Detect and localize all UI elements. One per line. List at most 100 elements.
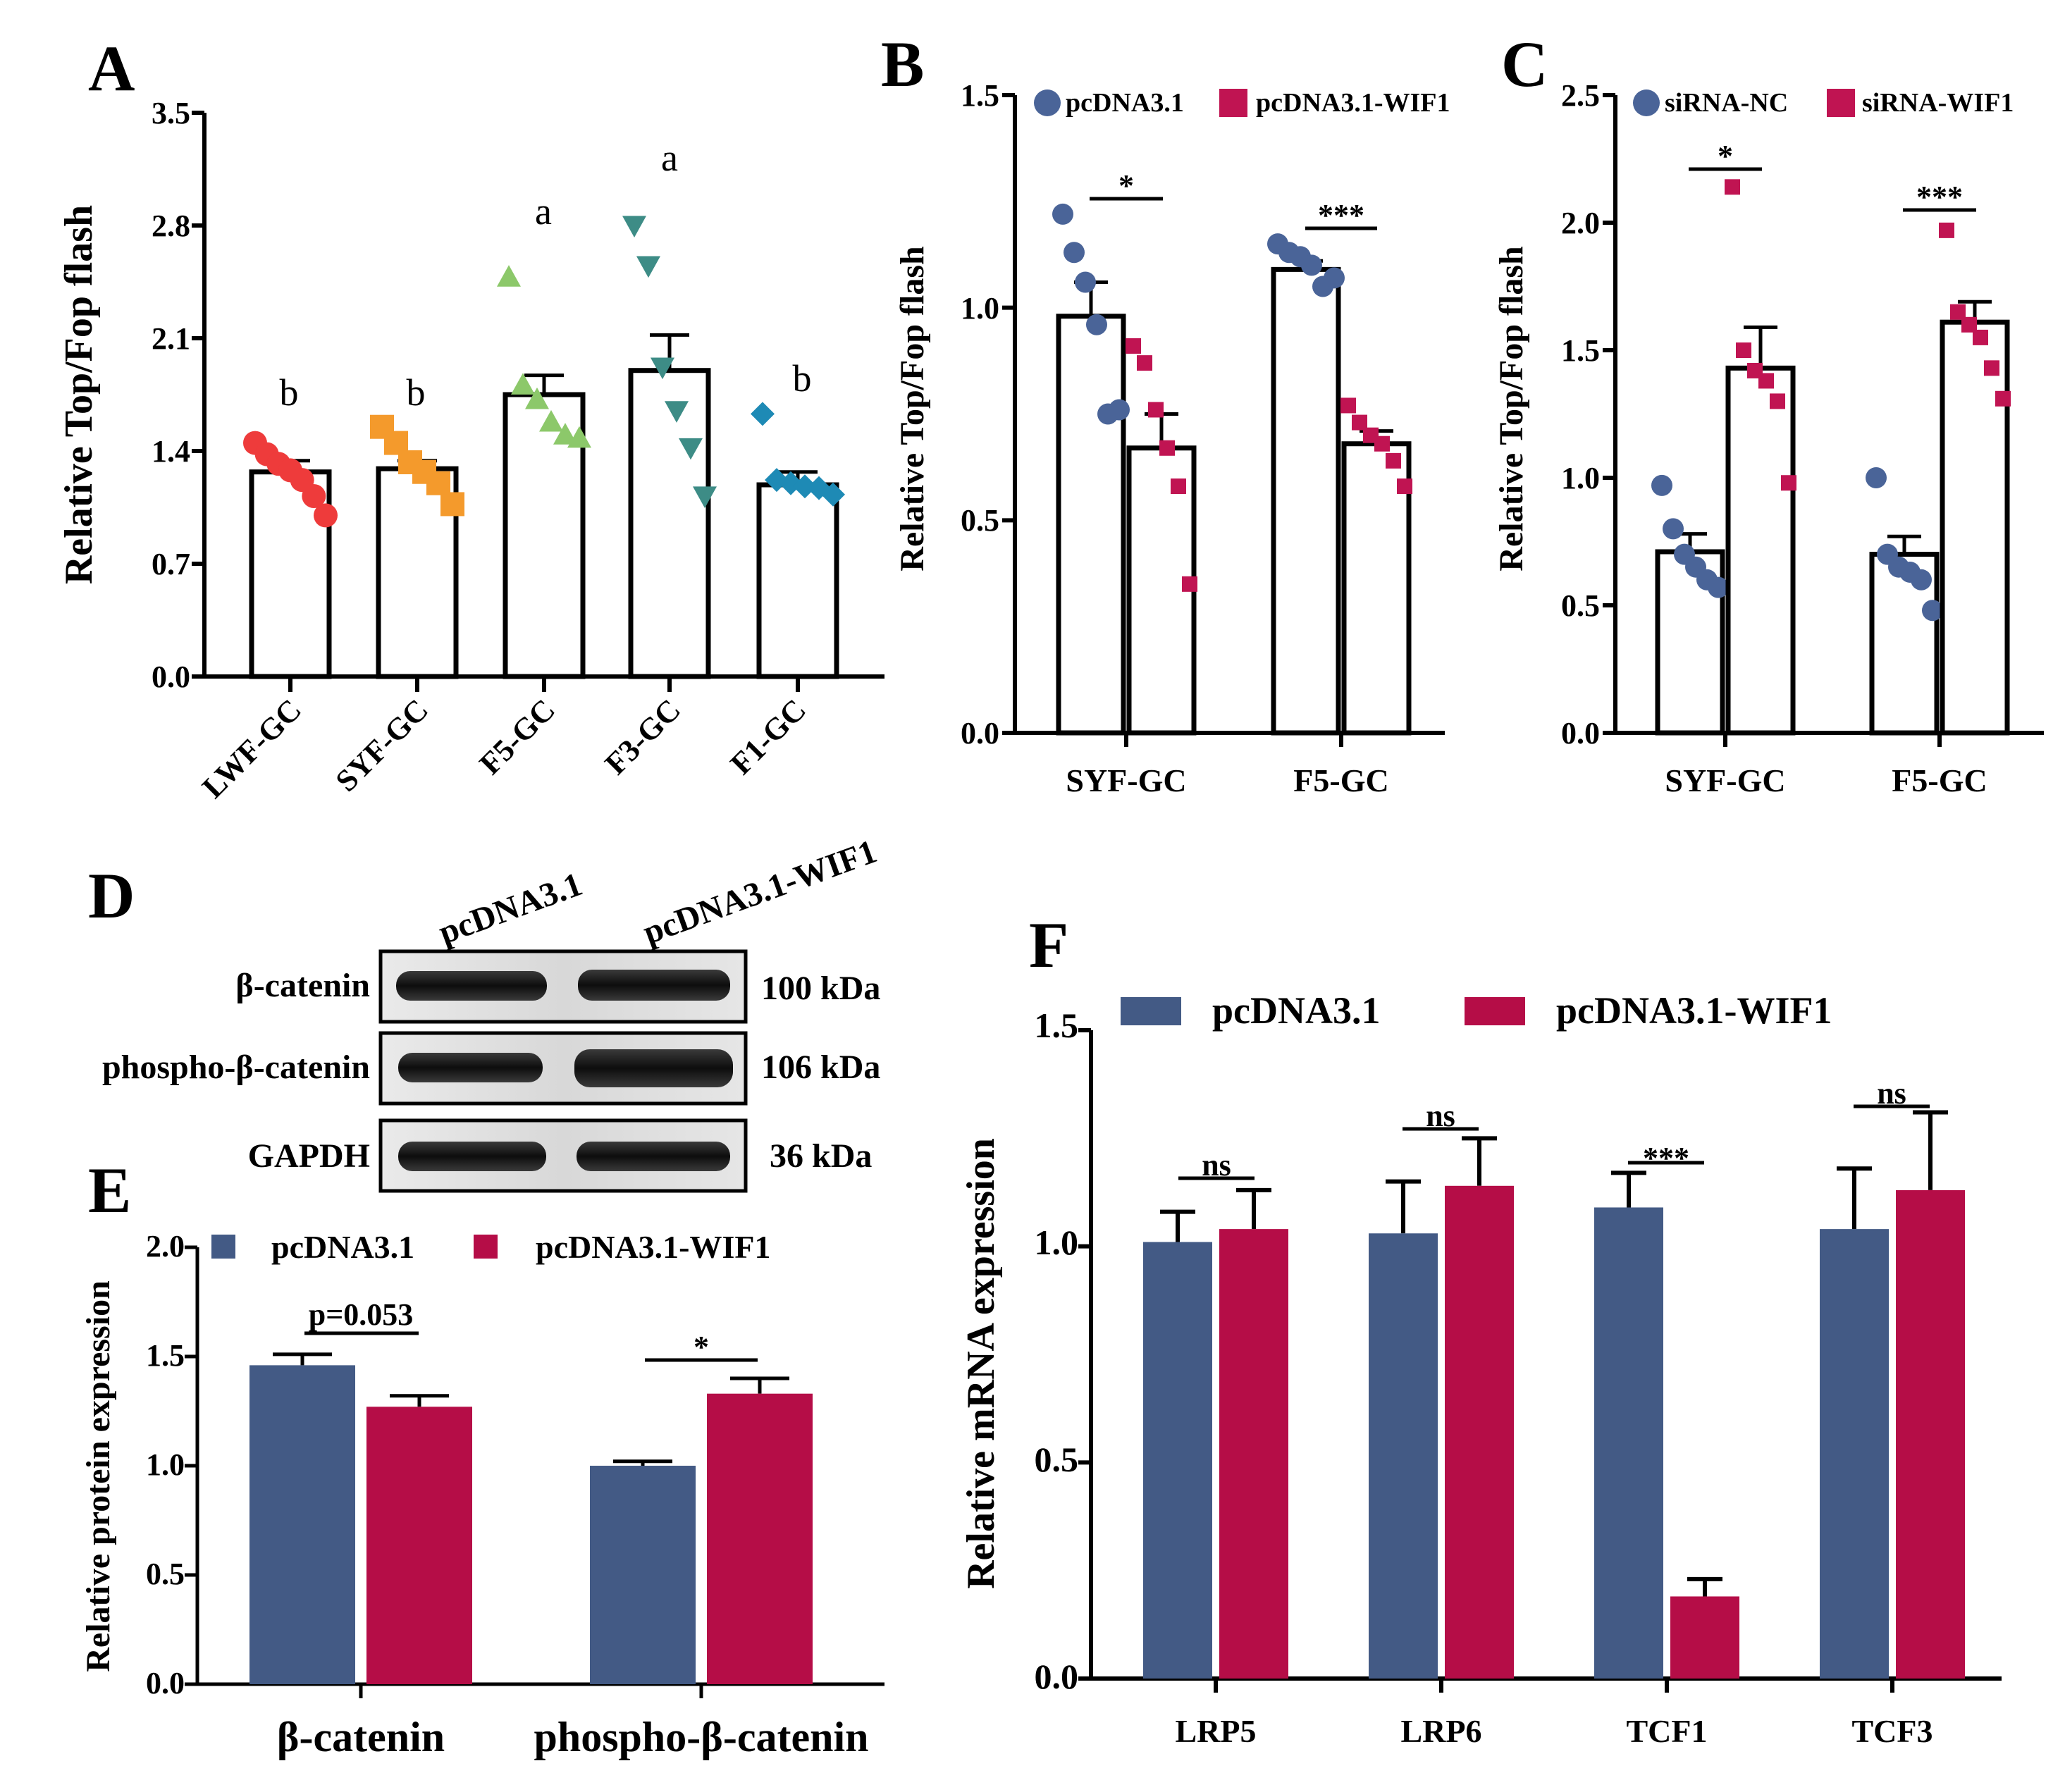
panel-b-ytick-1: 0.5: [961, 503, 999, 538]
panel-f-ytick-2: 1.0: [1035, 1223, 1079, 1262]
panel-f-significance: ns ns *** ns: [1178, 1076, 1930, 1182]
panel-e-ytick-3: 1.5: [146, 1338, 185, 1373]
panel-b-point-0-0-0: [1052, 203, 1073, 225]
panel-c-plot: [1603, 93, 2044, 747]
blot-row-beta-catenin: β-catenin 100 kDa: [235, 949, 880, 1024]
panel-b-point-1-0-1: [1137, 355, 1152, 371]
panel-a-ytick-0: 0.0: [152, 660, 190, 694]
panel-f-legend-label-0: pcDNA3.1: [1212, 989, 1381, 1032]
panel-c-label: C: [1501, 28, 1548, 100]
panel-b-bar-0-0: [1056, 314, 1126, 736]
panel-a-point-4-3: [793, 474, 817, 499]
panel-c-bar-1-1: [1940, 319, 2010, 736]
panel-e-yticks: 0.0 0.5 1.0 1.5 2.0: [146, 1229, 185, 1700]
panel-f-bar-1-2: [1670, 1596, 1739, 1679]
panel-b-sig-0: *: [1118, 168, 1134, 203]
panel-e-sig-1: *: [694, 1330, 709, 1364]
panel-e-legend-label-0: pcDNA3.1: [271, 1229, 414, 1265]
panel-f-legend-marker-0: [1121, 997, 1181, 1025]
panel-c-point-1-1-3: [1973, 329, 1988, 345]
panel-c: C Relative Top/Fop flash 0.0 0.5 1.0 1.5…: [1493, 28, 2044, 798]
panel-c-point-0-0-5: [1708, 576, 1729, 598]
panel-f-bar-0-0: [1143, 1242, 1212, 1679]
panel-f-plot: [1078, 1028, 2002, 1693]
panel-c-legend-label-0: siRNA-NC: [1665, 88, 1788, 118]
panel-e-ytick-2: 1.0: [146, 1447, 185, 1482]
blot-band-1-1: [574, 1049, 733, 1087]
panel-b-significance: * ***: [1090, 168, 1377, 233]
panel-b-point-1-0-5: [1182, 576, 1197, 592]
panel-c-legend-marker-0: [1633, 89, 1660, 116]
panel-f-bar-0-3: [1820, 1229, 1889, 1679]
panel-f-sig-1: ns: [1426, 1099, 1455, 1133]
panel-b-ytick-3: 1.5: [961, 78, 999, 113]
panel-c-point-1-1-5: [1995, 390, 2011, 407]
panel-b-point-0-1-5: [1324, 267, 1345, 289]
blot-band-0-0: [396, 971, 547, 1001]
panel-b-point-0-0-1: [1064, 242, 1085, 264]
blot-row-label-0: β-catenin: [235, 967, 370, 1004]
panel-b-label: B: [881, 28, 924, 100]
panel-f-yticks: 0.0 0.5 1.0 1.5: [1035, 1006, 1079, 1696]
panel-b-legend-marker-1: [1219, 89, 1247, 117]
panel-a-point-3-3: [665, 401, 689, 423]
panel-c-point-1-0-3: [1758, 373, 1774, 389]
panel-c-point-1-0-1: [1736, 342, 1751, 358]
panel-e: E Relative protein expression 0.0 0.5 1.…: [80, 1154, 884, 1760]
panel-e-ylabel: Relative protein expression: [80, 1280, 117, 1672]
panel-a-point-2-0: [497, 265, 521, 287]
panel-e-bar-0-1: [590, 1466, 696, 1684]
panel-c-point-1-1-4: [1984, 360, 1999, 376]
panel-c-bar-1-0: [1725, 365, 1796, 736]
panel-a-xtick-3: F3-GC: [598, 692, 687, 781]
panel-a-ytick-5: 3.5: [152, 96, 190, 130]
panel-d: D pcDNA3.1 pcDNA3.1-WIF1 β-catenin 100 k…: [88, 833, 882, 1193]
panel-a-point-2-5: [567, 426, 591, 448]
panel-b-point-1-0-4: [1171, 478, 1186, 495]
panel-c-point-1-0-5: [1781, 475, 1796, 491]
panel-c-point-1-1-0: [1939, 222, 1954, 238]
panel-a-point-3-1: [636, 256, 660, 278]
panel-a-point-1-5: [440, 492, 464, 517]
panel-e-ytick-1: 0.5: [146, 1557, 185, 1591]
panel-a-ytick-1: 0.7: [152, 547, 190, 581]
panel-b-point-0-0-3: [1086, 314, 1107, 335]
panel-a-ytick-3: 2.1: [152, 321, 190, 356]
panel-a-point-0-5: [302, 484, 326, 508]
panel-a-ytick-2: 1.4: [152, 434, 190, 469]
panel-b: B Relative Top/Fop flash 0.0 0.5 1.0 1.5…: [881, 28, 1450, 798]
panel-e-plot: [185, 1245, 884, 1698]
panel-e-ytick-0: 0.0: [146, 1666, 185, 1700]
panel-a-point-4-0: [751, 402, 775, 426]
panel-b-point-0-0-5: [1109, 399, 1130, 421]
panel-e-legend-label-1: pcDNA3.1-WIF1: [536, 1229, 770, 1265]
panel-a-xtick-0: LWF-GC: [195, 692, 308, 805]
panel-c-sig-1: ***: [1916, 180, 1963, 214]
panel-b-point-1-1-5: [1397, 478, 1412, 495]
panel-f-legend-marker-1: [1465, 997, 1525, 1025]
panel-b-point-1-0-0: [1126, 338, 1141, 354]
panel-f: F Relative mRNA expression 0.0 0.5 1.0 1…: [959, 909, 2002, 1749]
panel-c-ytick-5: 2.5: [1561, 78, 1600, 113]
panel-b-point-1-1-0: [1340, 397, 1356, 414]
panel-a-group-letters: b b a a b: [280, 137, 812, 414]
blot-band-0-1: [578, 970, 730, 1001]
panel-c-significance: * ***: [1689, 139, 1976, 214]
panel-a-point-3-0: [622, 216, 646, 237]
panel-a-plot: [192, 111, 884, 692]
panel-a-letter-1: b: [407, 371, 426, 414]
panel-e-xtick-1: phospho-β-catenin: [534, 1714, 868, 1760]
panel-b-point-0-0-2: [1075, 271, 1096, 293]
blot-kda-1: 106 kDa: [761, 1049, 880, 1086]
panel-b-xtick-0: SYF-GC: [1066, 762, 1186, 798]
panel-c-point-1-0-0: [1725, 179, 1740, 195]
panel-c-point-0-1-4: [1911, 569, 1932, 591]
panel-f-bar-1-1: [1445, 1185, 1514, 1679]
panel-c-point-1-1-2: [1961, 316, 1977, 333]
panel-c-xtick-1: F5-GC: [1892, 762, 1987, 798]
panel-b-sig-1: ***: [1318, 198, 1364, 233]
panel-f-xtick-2: TCF1: [1627, 1713, 1708, 1749]
panel-e-bar-1-1: [707, 1393, 813, 1684]
panel-c-legend-label-1: siRNA-WIF1: [1862, 88, 2014, 118]
panel-a-ytick-4: 2.8: [152, 209, 190, 243]
